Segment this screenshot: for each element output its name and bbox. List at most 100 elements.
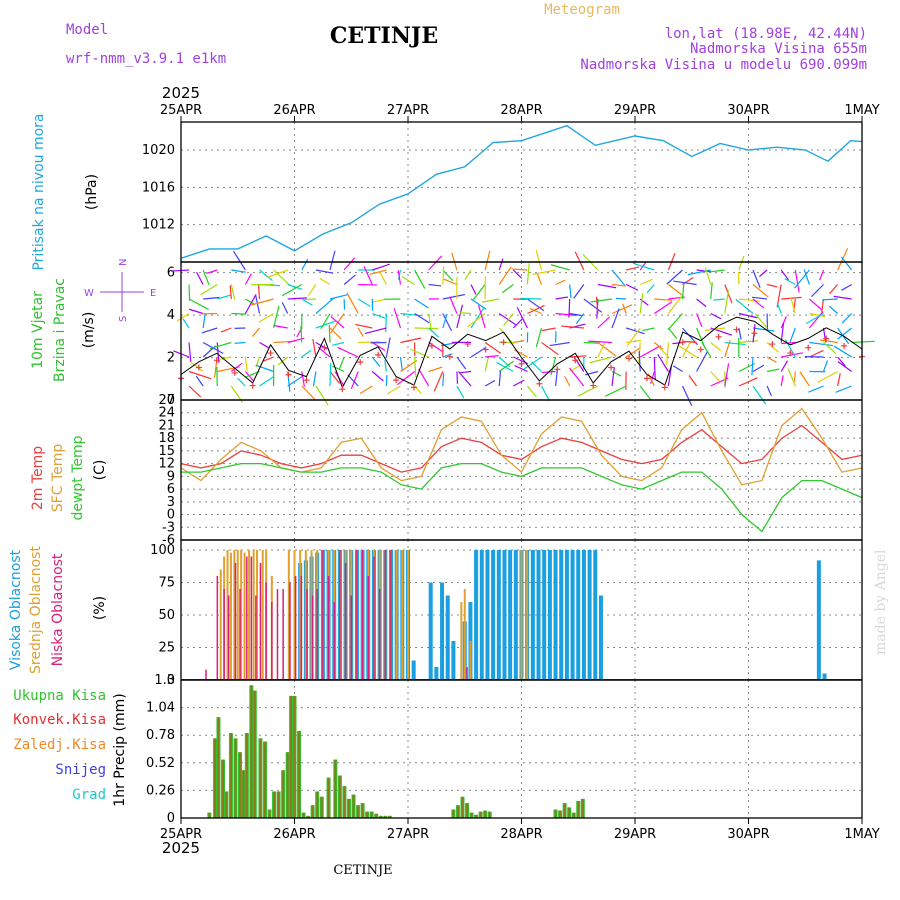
- wind-arrow: [428, 327, 440, 338]
- wind-arrow: [332, 365, 345, 373]
- wind-arrow: [799, 371, 810, 387]
- compass-e: E: [150, 288, 156, 299]
- wind-arrow: [780, 316, 787, 329]
- wind-arrow: [196, 271, 204, 285]
- x-tick-label-top: 25APR: [160, 103, 202, 118]
- wind-arrow: [343, 274, 356, 285]
- wind-arrow: [460, 370, 472, 374]
- precip-conv-bar: [488, 811, 491, 818]
- wind-arrow: [273, 305, 280, 329]
- cloud-mid-bar: [240, 550, 243, 680]
- cloud-mid-bar: [395, 550, 398, 680]
- cloud-mid-bar: [460, 602, 463, 680]
- wind-arrow: [639, 345, 661, 358]
- wind-arrow: [632, 262, 655, 271]
- wind-arrow: [555, 296, 569, 300]
- wind-arrow: [414, 298, 429, 309]
- wind-arrow: [625, 346, 642, 358]
- wind-arrow: [823, 342, 837, 355]
- cloud-low-bar: [246, 556, 248, 680]
- wind-arrow: [188, 308, 204, 315]
- wind-arrow: [252, 327, 260, 337]
- year-bottom: 2025: [162, 839, 200, 857]
- wind-arrow: [400, 337, 422, 344]
- wind-gust-marker: [590, 382, 597, 389]
- wind-arrow: [841, 283, 852, 291]
- cloud-high-bar: [508, 550, 513, 680]
- wind-arrow: [171, 269, 190, 272]
- dewpt-temp-line: [181, 462, 863, 533]
- wind-arrow: [485, 354, 499, 358]
- wind-arrow: [526, 385, 537, 398]
- wind-arrow: [822, 360, 829, 372]
- wind-arrow: [837, 361, 853, 372]
- wind-arrow: [738, 312, 758, 319]
- wind-arrow: [396, 371, 415, 386]
- wind-arrow: [833, 295, 852, 300]
- panel-frame: [180, 261, 863, 401]
- wind-arrow: [780, 269, 790, 281]
- wind-arrow: [555, 279, 566, 286]
- y-tick-label: 1.04: [146, 701, 175, 716]
- cloud-mid-bar: [293, 550, 296, 680]
- y-tick-label: 9: [167, 469, 175, 484]
- precip-conv-bar: [302, 812, 305, 818]
- model-label: Model: [66, 22, 108, 38]
- wind-arrow: [456, 371, 459, 384]
- precip-conv-bar: [572, 812, 575, 818]
- wind-arrow: [781, 341, 796, 345]
- wind-gust-marker: [805, 344, 812, 351]
- wind-arrow: [250, 298, 274, 306]
- wind-arrow: [414, 269, 426, 289]
- wind-arrow: [597, 342, 617, 357]
- wind-arrow: [512, 269, 523, 279]
- wind-arrow: [217, 294, 232, 300]
- wind-arrow: [803, 269, 810, 285]
- wind-gust-marker: [428, 342, 435, 349]
- wind-arrow: [837, 356, 846, 367]
- wind-arrow: [273, 269, 291, 286]
- wind-arrow: [428, 366, 443, 373]
- wind-arrow: [338, 356, 345, 370]
- wind-arrow: [759, 269, 768, 277]
- precip-conv-bar: [456, 805, 459, 818]
- precip-conv-bar: [577, 801, 580, 818]
- wind-arrow: [329, 363, 332, 387]
- cloud-low-bar: [276, 589, 279, 680]
- wind-arrow: [332, 341, 345, 346]
- wind-arrow: [784, 278, 796, 286]
- wind-arrow: [682, 277, 694, 286]
- wind-arrow: [780, 375, 784, 387]
- cloud-high-bar: [445, 595, 450, 680]
- precip-conv-bar: [379, 815, 382, 818]
- wind-arrow: [503, 313, 514, 327]
- wind-arrow: [414, 312, 430, 324]
- wind-arrow: [244, 294, 257, 314]
- wind-arrow: [724, 290, 730, 314]
- wind-gust-marker: [608, 364, 615, 371]
- wind-arrow: [766, 342, 779, 353]
- wind-arrow: [754, 313, 768, 329]
- y-tick-label: -3: [162, 520, 175, 535]
- x-tick-label-bottom: 1MAY: [844, 827, 879, 842]
- wind-arrow: [615, 297, 627, 300]
- wind-arrow: [829, 284, 839, 295]
- precip-conv-bar: [581, 798, 584, 818]
- wind-arrow: [456, 356, 467, 370]
- wind-arrow: [583, 298, 603, 313]
- precip-conv-bar: [293, 695, 296, 818]
- wind-arrow: [840, 256, 853, 271]
- wind-arrow: [710, 312, 722, 320]
- wind-arrow: [201, 327, 218, 334]
- wind-arrow: [787, 368, 796, 387]
- wind-gust-marker: [482, 346, 489, 353]
- precip-ylabel: 1hr Precip (mm): [112, 693, 128, 806]
- precip-conv-bar: [277, 791, 280, 818]
- precip-conv-bar: [563, 803, 566, 818]
- wind-arrow: [696, 298, 707, 308]
- precip-conv-bar: [253, 690, 256, 818]
- wind-arrow: [273, 324, 288, 329]
- wind-arrow: [401, 276, 415, 286]
- precip-conv-bar: [554, 809, 557, 818]
- wind-arrow: [751, 356, 754, 376]
